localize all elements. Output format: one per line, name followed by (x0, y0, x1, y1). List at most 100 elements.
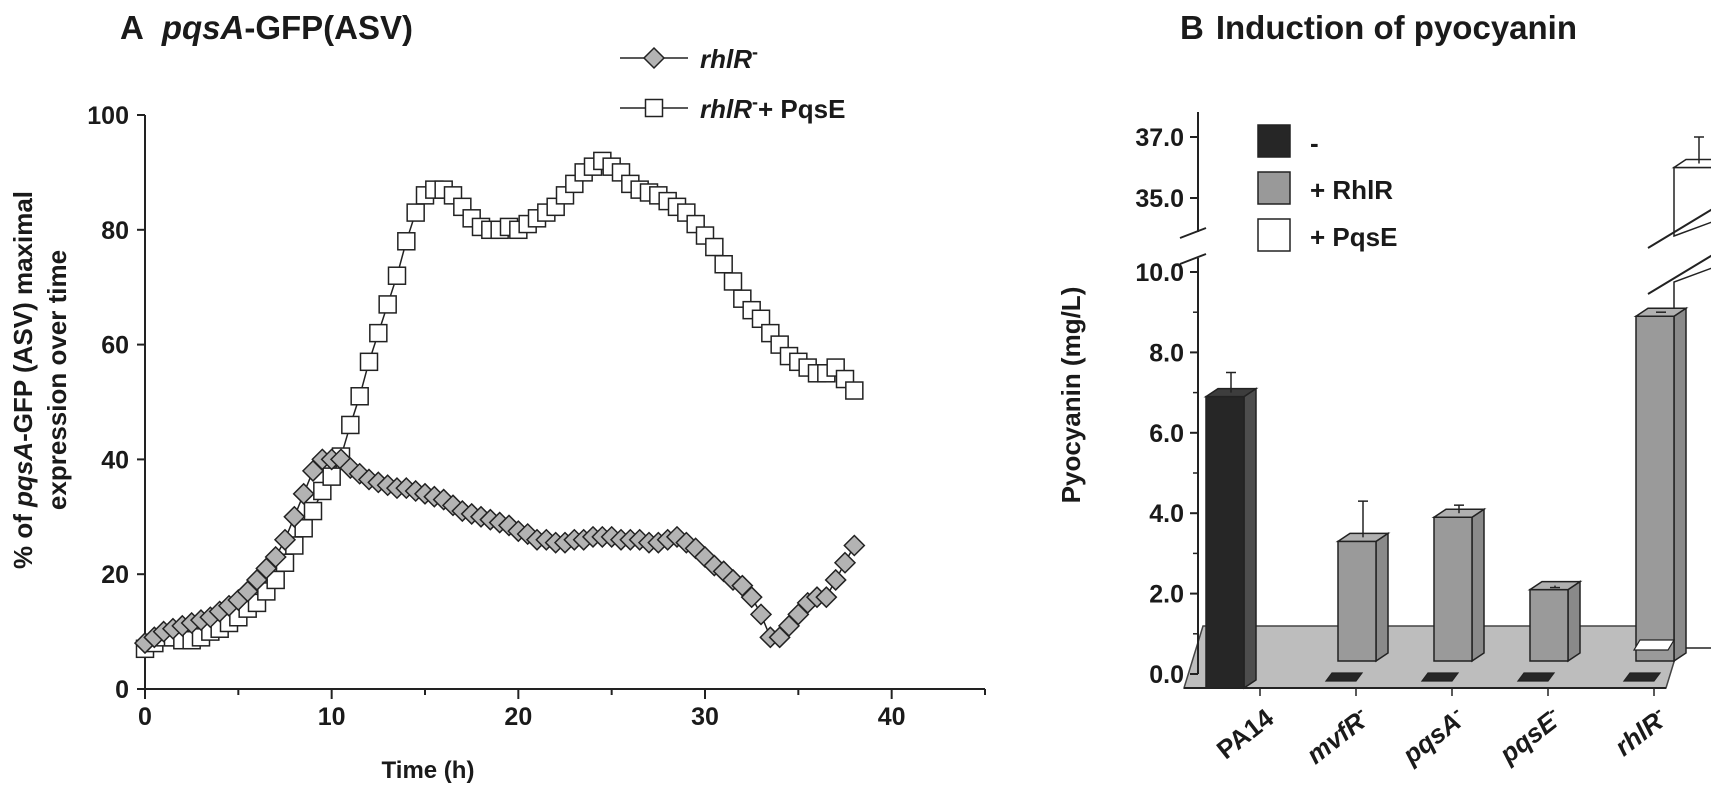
panel-a-legend-marker (642, 46, 666, 70)
panel-a-y-tick-label: 0 (115, 676, 129, 704)
panel-b-bar-chart: B Induction of pyocyanin Pyocyanin (mg/L)… (1056, 9, 1711, 771)
panel-a-data-point (833, 551, 857, 574)
panel-b-bar-zero (1420, 672, 1460, 682)
panel-a-series-rhlr (133, 448, 866, 655)
panel-a-data-point (397, 232, 416, 251)
panel-a-legend-sup: - (752, 42, 758, 62)
panel-b-axes: 0.0 2.0 4.0 6.0 8.0 10.0 35.0 37.0 (1135, 112, 1207, 689)
panel-b-bar-side (1471, 507, 1485, 663)
panel-b-bar-side (1375, 531, 1389, 663)
panel-a-data-point (387, 266, 407, 285)
panel-a-data-point (322, 467, 341, 486)
panel-a-x-tick-label: 20 (504, 703, 532, 731)
panel-b-category-label: pqsE- (1492, 701, 1567, 770)
panel-b-legend-swatch (1257, 124, 1291, 158)
panel-a-y-tick-label: 60 (101, 332, 129, 360)
panel-a-x-tick-label: 0 (138, 703, 152, 731)
panel-b-category-label: mvfR- (1299, 701, 1375, 770)
panel-a-title-rest: -GFP(ASV) (244, 9, 413, 46)
panel-b-bar-break-mark (1647, 208, 1711, 249)
panel-a-data-point (273, 528, 297, 551)
panel-a-data-point (359, 352, 379, 372)
panel-b-category-text: mvfR- (1299, 701, 1375, 770)
panel-a-data-point (845, 381, 864, 400)
panel-b-axis-break-mark (1179, 253, 1207, 265)
panel-a-axes: 0 20 40 60 80 100 0 10 20 30 40 (87, 102, 986, 731)
panel-a-x-tick-label: 40 (878, 703, 906, 731)
panel-a-legend-gene: rhlR (700, 44, 752, 74)
panel-a-data-point (843, 534, 866, 557)
panel-a-series-rhlr-pqse (135, 151, 864, 659)
panel-a-data-point (714, 254, 733, 274)
panel-b-bar (1633, 306, 1689, 663)
panel-a-data-point (313, 481, 332, 501)
panel-a-data-point (723, 272, 743, 291)
panel-a-legend: rhlR-rhlR-+ PqsE (620, 42, 845, 124)
panel-b-y-tick-label: 6.0 (1149, 420, 1184, 448)
panel-a-data-point (378, 295, 397, 314)
panel-b-bar-top (1671, 158, 1711, 169)
panel-b-letter: B (1180, 9, 1204, 46)
panel-b-legend-label: + RhlR (1310, 175, 1393, 205)
panel-b-bar-zero (1324, 672, 1364, 682)
panel-b-category-name: PA14 (1211, 702, 1280, 765)
panel-b-bar-side (1567, 580, 1581, 663)
panel-b-bar-front (1205, 395, 1245, 689)
panel-b-y-tick-label: 35.0 (1135, 185, 1184, 213)
panel-a-data-point (824, 568, 847, 592)
panel-b-bar-side (1673, 306, 1687, 663)
panel-b-legend: - + RhlR + PqsE (1257, 124, 1397, 252)
panel-a-data-point (303, 501, 323, 521)
panel-a-data-point (740, 586, 763, 609)
panel-a-y-axis-label-line2: expression over time (42, 250, 72, 510)
panel-b-y-tick-label: 0.0 (1149, 661, 1184, 689)
panel-a-data-point (406, 203, 425, 222)
panel-b-category-text: rhlR- (1608, 701, 1673, 762)
panel-b-bar-front-upper (1673, 166, 1711, 238)
panel-b-bar-side (1243, 387, 1257, 690)
panel-a-data-point (350, 387, 369, 406)
panel-a-data-point (283, 505, 306, 528)
panel-a-legend-label: rhlR-+ PqsE (700, 92, 845, 124)
panel-b-category-text: pqsE- (1492, 701, 1567, 770)
panel-a-x-tick-label: 30 (691, 703, 719, 731)
panel-a-y-axis-label-line1: % of pqsA-GFP (ASV) maximal (8, 191, 38, 569)
panel-a-data-point (751, 309, 771, 329)
panel-b-legend-label: - (1310, 128, 1319, 158)
panel-b-bar (1431, 504, 1487, 663)
panel-a-series (133, 151, 866, 659)
panel-a-data-point (341, 415, 360, 435)
panel-b-bar (1203, 371, 1259, 690)
panel-b-y-axis-label: Pyocyanin (mg/L) (1056, 287, 1086, 504)
panel-b-title-text: Induction of pyocyanin (1216, 9, 1577, 46)
panel-a-data-point (815, 586, 838, 609)
panel-a-title-gene: pqsA (161, 9, 245, 46)
panel-b-y-tick-label: 4.0 (1149, 500, 1184, 528)
panel-a-legend-marker (644, 98, 664, 118)
panel-b-category-labels: PA14 mvfR-pqsA-pqsE-rhlR- (1211, 701, 1673, 771)
panel-b-bar (1527, 580, 1583, 663)
panel-b-axis-break-mark (1179, 227, 1207, 239)
panel-a-x-tick-label: 10 (318, 703, 346, 731)
panel-b-bar-zero (1622, 672, 1662, 682)
panel-a-y-tick-label: 40 (101, 446, 129, 474)
panel-b-y-tick-label: 8.0 (1149, 339, 1184, 367)
panel-a-legend-gene: rhlR (700, 94, 752, 124)
panel-b-bar-break-mark (1647, 254, 1711, 295)
panel-a-y-tick-label: 100 (87, 102, 129, 130)
panel-b-bar-front (1433, 516, 1473, 662)
panel-b-bar-front (1529, 588, 1569, 662)
panel-b-bar (1335, 500, 1391, 663)
panel-a-data-point (294, 519, 313, 538)
panel-b-legend-swatch (1257, 218, 1291, 252)
panel-a-data-point (749, 603, 773, 626)
panel-b-legend-swatch (1257, 171, 1291, 205)
panel-a-data-point (264, 545, 287, 569)
panel-a-legend-sup: - (752, 92, 758, 112)
panel-b-bar-front (1635, 315, 1675, 662)
panel-a-y-tick-label: 80 (101, 217, 129, 245)
panel-b-category-label: PA14 (1211, 702, 1280, 765)
